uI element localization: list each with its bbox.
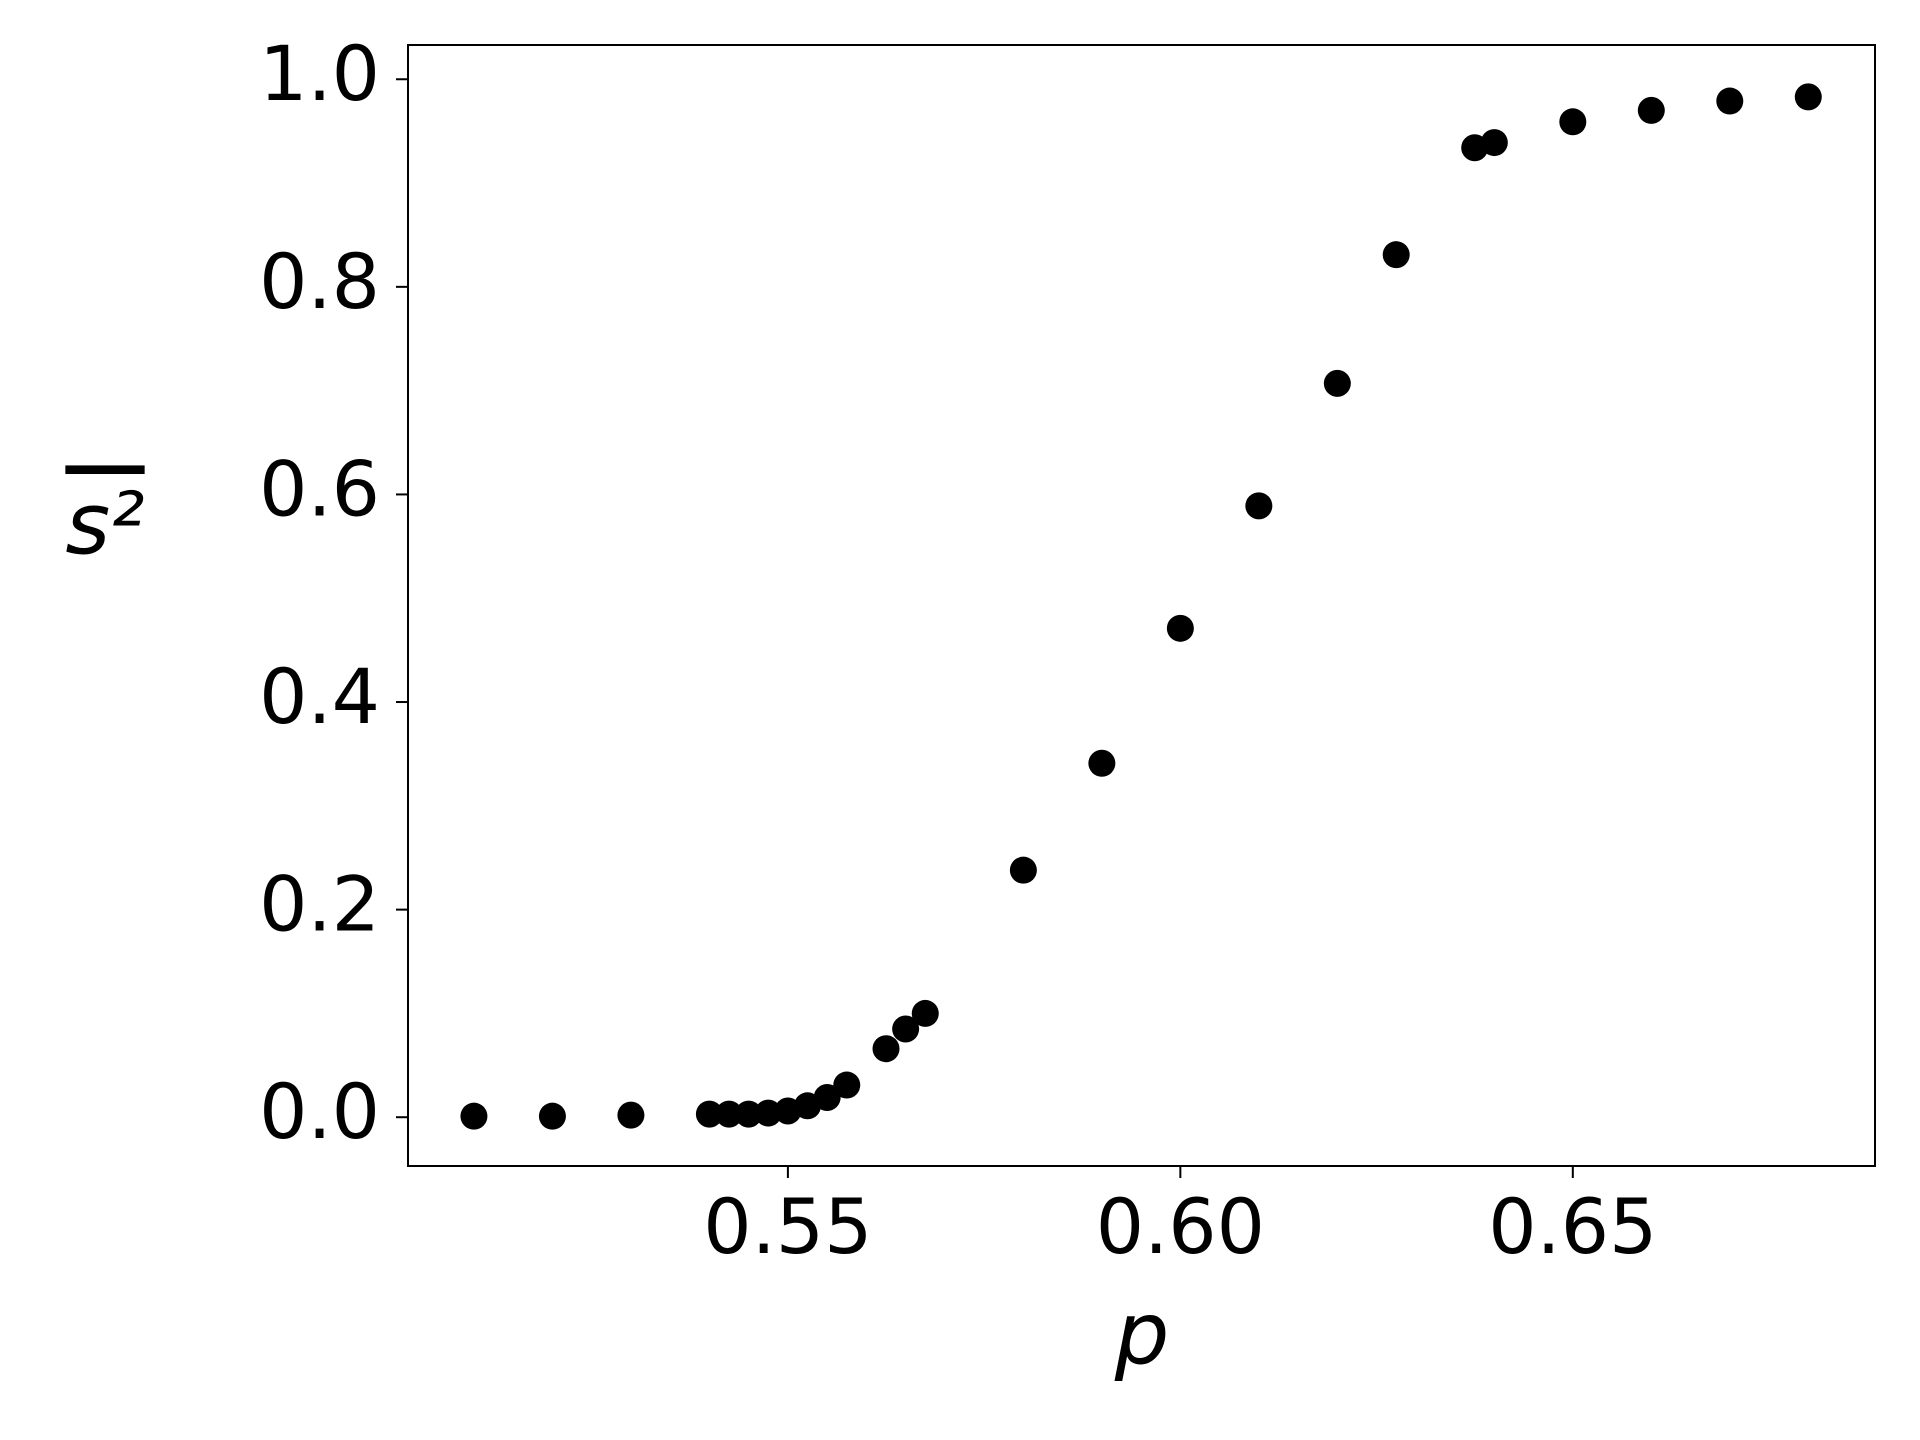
point [1794,83,1822,111]
point [1088,749,1116,777]
point [1716,87,1744,115]
point [1559,108,1587,136]
x-axis-label: p [1114,1284,1170,1384]
plot-frame [407,44,1876,1167]
point [1166,614,1194,642]
point [460,1102,488,1130]
point [872,1035,900,1063]
point [1323,369,1351,397]
point [617,1101,645,1129]
point [538,1102,566,1130]
y-tick-label: 0.0 [259,1067,380,1156]
point [813,1083,841,1111]
y-tick-label: 0.8 [259,237,380,326]
point [735,1100,763,1128]
y-tick-label: 1.0 [259,29,380,118]
point [1009,856,1037,884]
point [715,1100,743,1128]
point [695,1100,723,1128]
y-tick-label: 0.6 [259,444,380,533]
point [754,1099,782,1127]
point [1480,129,1508,157]
x-tick-label: 0.60 [1096,1182,1265,1271]
point [1245,492,1273,520]
x-tick-label: 0.55 [703,1182,872,1271]
x-tick-label: 0.65 [1488,1182,1657,1271]
point [1382,241,1410,269]
y-tick-label: 0.2 [259,860,380,949]
point [1637,96,1665,124]
y-tick-label: 0.4 [259,652,380,741]
point [833,1071,861,1099]
point [892,1015,920,1043]
y-axis-label: s² [65,474,144,574]
point [911,999,939,1027]
